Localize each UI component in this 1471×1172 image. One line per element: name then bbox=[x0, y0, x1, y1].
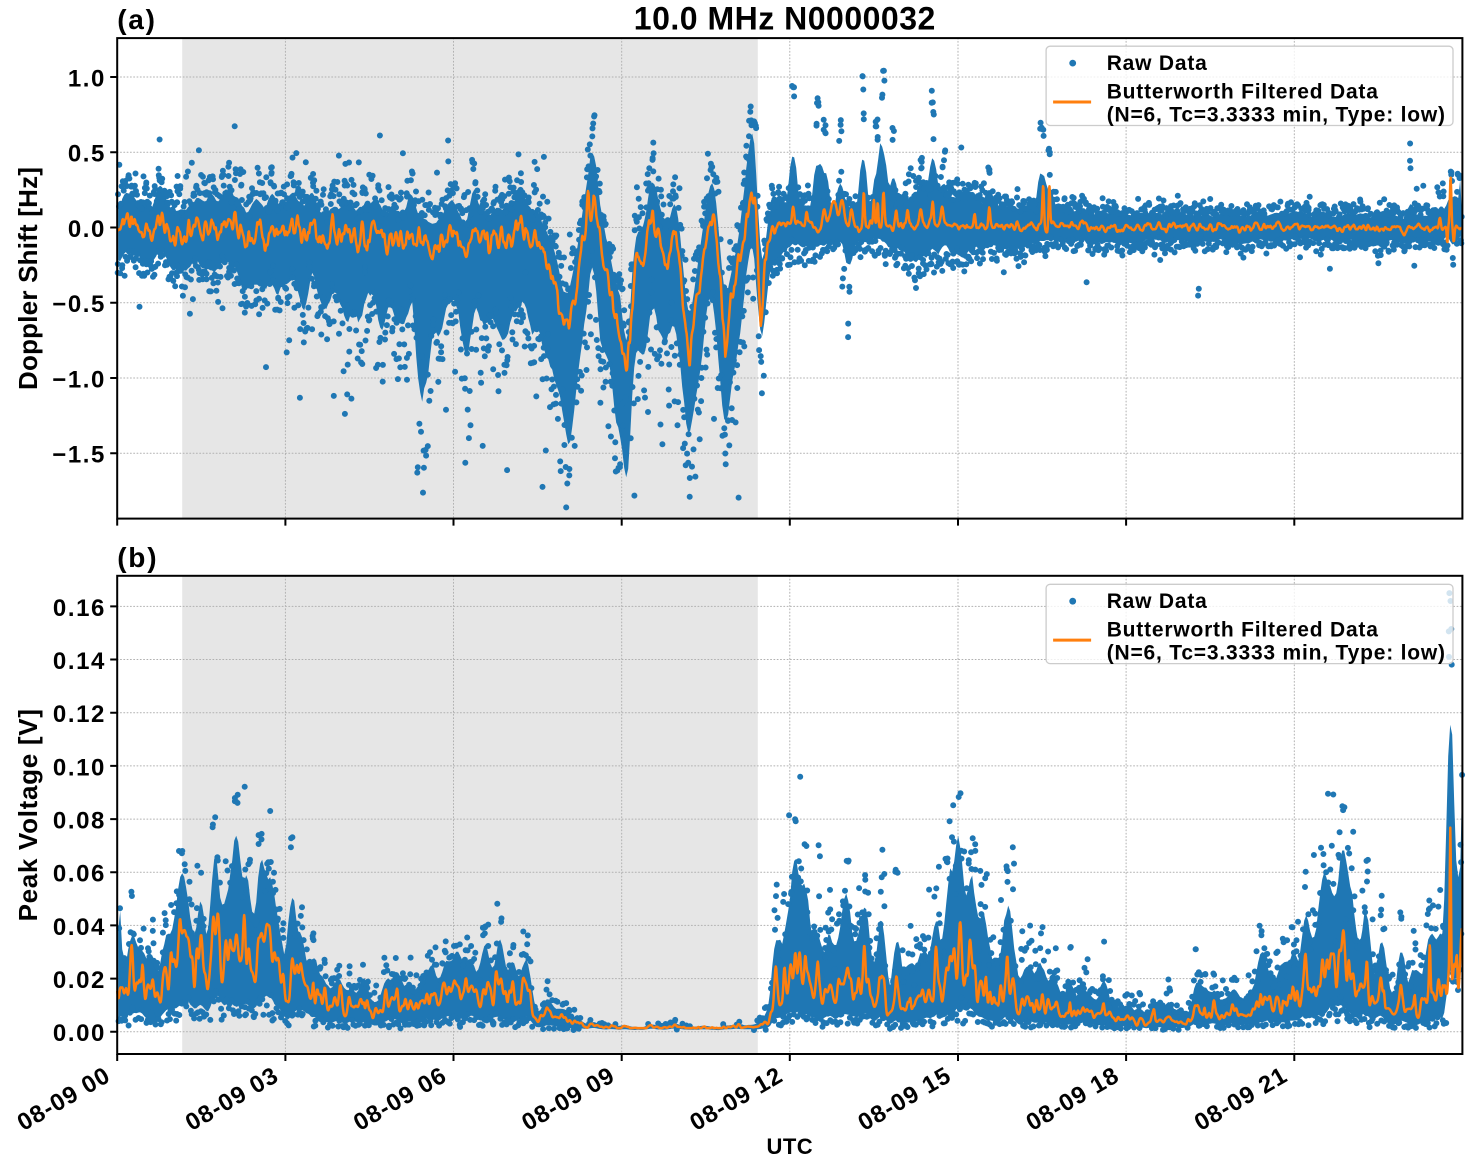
svg-text:0.5: 0.5 bbox=[68, 141, 106, 168]
svg-text:Butterworth Filtered Data: Butterworth Filtered Data bbox=[1107, 618, 1379, 641]
svg-text:Doppler Shift [Hz]: Doppler Shift [Hz] bbox=[13, 167, 43, 390]
svg-text:Peak Voltage [V]: Peak Voltage [V] bbox=[13, 708, 43, 921]
svg-text:(N=6, Tc=3.3333 min, Type: low: (N=6, Tc=3.3333 min, Type: low) bbox=[1107, 642, 1446, 665]
svg-text:0.06: 0.06 bbox=[53, 861, 106, 888]
svg-text:0.14: 0.14 bbox=[53, 648, 106, 675]
svg-text:0.00: 0.00 bbox=[53, 1020, 106, 1047]
svg-text:(b): (b) bbox=[117, 542, 158, 573]
svg-text:(N=6, Tc=3.3333 min, Type: low: (N=6, Tc=3.3333 min, Type: low) bbox=[1107, 104, 1446, 127]
svg-text:0.0: 0.0 bbox=[68, 216, 106, 243]
svg-text:0.08: 0.08 bbox=[53, 808, 106, 835]
svg-text:1.0: 1.0 bbox=[68, 65, 106, 92]
svg-text:0.12: 0.12 bbox=[53, 701, 106, 728]
svg-text:Butterworth Filtered Data: Butterworth Filtered Data bbox=[1107, 80, 1379, 103]
svg-text:0.04: 0.04 bbox=[53, 914, 106, 941]
svg-text:0.02: 0.02 bbox=[53, 967, 106, 994]
svg-text:0.16: 0.16 bbox=[53, 595, 106, 622]
svg-text:10.0 MHz N0000032: 10.0 MHz N0000032 bbox=[634, 0, 936, 36]
svg-text:Raw Data: Raw Data bbox=[1107, 590, 1208, 613]
svg-text:−0.5: −0.5 bbox=[52, 291, 106, 318]
svg-text:UTC: UTC bbox=[766, 1134, 813, 1159]
svg-text:Raw Data: Raw Data bbox=[1107, 52, 1208, 75]
svg-text:−1.5: −1.5 bbox=[52, 442, 106, 469]
svg-text:−1.0: −1.0 bbox=[52, 366, 106, 393]
svg-text:(a): (a) bbox=[117, 4, 157, 35]
svg-text:0.10: 0.10 bbox=[53, 754, 106, 781]
